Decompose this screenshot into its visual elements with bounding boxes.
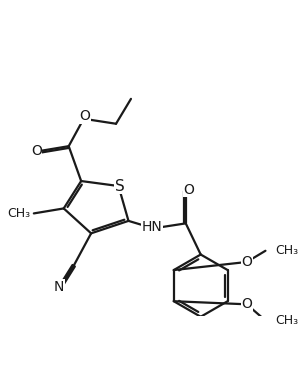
Text: O: O (241, 297, 252, 311)
Text: CH₃: CH₃ (275, 244, 298, 257)
Text: O: O (79, 109, 90, 123)
Text: O: O (241, 255, 252, 269)
Text: O: O (183, 183, 194, 197)
Text: HN: HN (142, 220, 163, 234)
Text: CH₃: CH₃ (275, 314, 298, 327)
Text: S: S (115, 178, 125, 194)
Text: O: O (31, 144, 42, 158)
Text: N: N (54, 280, 64, 294)
Text: CH₃: CH₃ (7, 207, 30, 220)
